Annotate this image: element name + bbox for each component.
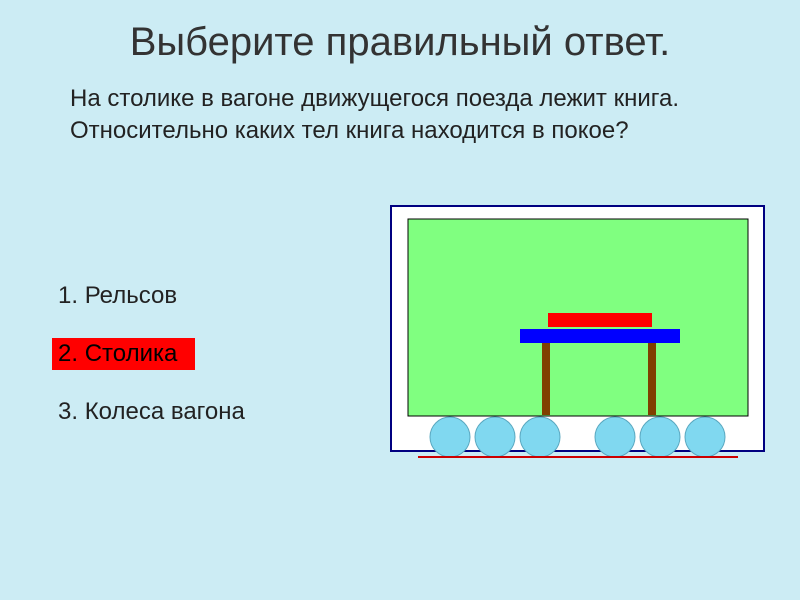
wheel-6 bbox=[685, 417, 725, 457]
page-title: Выберите правильный ответ. bbox=[0, 0, 800, 83]
book bbox=[548, 313, 652, 327]
wheel-3 bbox=[520, 417, 560, 457]
tabletop bbox=[520, 329, 680, 343]
table-leg-right bbox=[648, 343, 656, 415]
wheel-4 bbox=[595, 417, 635, 457]
question-text: На столике в вагоне движущегося поезда л… bbox=[0, 83, 800, 148]
wheel-1 bbox=[430, 417, 470, 457]
option-label: Рельсов bbox=[85, 282, 177, 309]
option-num: 1. bbox=[58, 282, 78, 309]
diagram-svg bbox=[390, 205, 765, 480]
option-1[interactable]: 1. Рельсов bbox=[52, 280, 183, 312]
option-3[interactable]: 3. Колеса вагона bbox=[52, 396, 251, 428]
option-2[interactable]: 2. Столика bbox=[52, 338, 195, 370]
table-leg-left bbox=[542, 343, 550, 415]
options-list: 1. Рельсов 2. Столика 3. Колеса вагона bbox=[52, 280, 251, 454]
option-label: Колеса вагона bbox=[85, 398, 245, 425]
wheel-2 bbox=[475, 417, 515, 457]
option-label: Столика bbox=[85, 340, 178, 367]
wheel-5 bbox=[640, 417, 680, 457]
diagram bbox=[390, 205, 765, 480]
option-num: 2. bbox=[58, 340, 78, 367]
option-num: 3. bbox=[58, 398, 78, 425]
